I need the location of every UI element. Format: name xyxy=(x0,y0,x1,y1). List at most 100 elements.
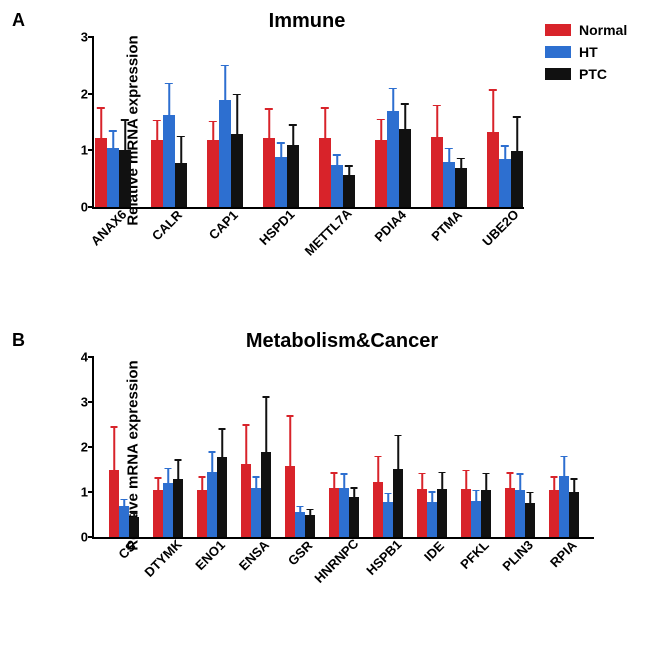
x-tick-label: HNRNPC xyxy=(311,536,361,586)
error-bar xyxy=(112,131,114,149)
error-cap xyxy=(473,490,480,492)
error-cap xyxy=(153,120,161,122)
error-cap xyxy=(439,472,446,474)
error-bar xyxy=(100,108,102,138)
legend-swatch xyxy=(545,24,571,36)
error-cap xyxy=(501,145,509,147)
error-cap xyxy=(561,456,568,458)
error-cap xyxy=(445,148,453,150)
error-bar xyxy=(353,488,355,497)
bar xyxy=(375,140,387,207)
error-bar xyxy=(343,474,345,489)
error-cap xyxy=(233,94,241,96)
error-bar xyxy=(509,473,511,488)
bar xyxy=(559,476,569,537)
error-bar xyxy=(377,456,379,482)
bar xyxy=(305,515,315,538)
bar xyxy=(331,165,343,208)
error-bar xyxy=(167,468,169,483)
x-tick-label: PFKL xyxy=(457,537,492,572)
bar xyxy=(263,138,275,207)
error-cap xyxy=(389,88,397,90)
chart-a-title: Immune xyxy=(92,10,522,33)
error-cap xyxy=(419,473,426,475)
error-bar xyxy=(465,470,467,489)
error-cap xyxy=(375,456,382,458)
bar xyxy=(119,506,129,537)
error-cap xyxy=(463,470,470,472)
error-cap xyxy=(507,472,514,474)
bar xyxy=(219,100,231,207)
error-bar xyxy=(212,121,214,139)
bar xyxy=(275,157,287,207)
legend: Normal HT PTC xyxy=(545,22,627,88)
error-cap xyxy=(289,124,297,126)
legend-swatch xyxy=(545,46,571,58)
bar xyxy=(373,482,383,537)
error-bar xyxy=(268,109,270,138)
error-cap xyxy=(377,119,385,121)
bar xyxy=(569,492,579,537)
legend-item: HT xyxy=(545,44,627,60)
x-tick-label: ENO1 xyxy=(192,537,228,573)
bar xyxy=(443,162,455,207)
x-tick-label: PDIA4 xyxy=(371,207,409,245)
error-bar xyxy=(519,474,521,491)
error-cap xyxy=(199,476,206,478)
bar xyxy=(241,464,251,537)
bar xyxy=(427,502,437,537)
x-tick-label: CALR xyxy=(149,207,185,243)
legend-item: PTC xyxy=(545,66,627,82)
error-cap xyxy=(277,142,285,144)
legend-swatch xyxy=(545,68,571,80)
bar xyxy=(175,163,187,207)
x-tick-label: DTYMK xyxy=(141,537,184,580)
error-bar xyxy=(156,120,158,140)
error-bar xyxy=(211,452,213,472)
error-cap xyxy=(121,119,129,121)
chart-a-plot: Relative mRNA expression 0123ANAX6CALRCA… xyxy=(92,37,524,209)
error-cap xyxy=(219,428,226,430)
x-tick-label: CAP1 xyxy=(206,207,241,242)
error-cap xyxy=(527,492,534,494)
bar xyxy=(431,137,443,207)
bar xyxy=(505,488,515,538)
error-cap xyxy=(265,108,273,110)
legend-label: HT xyxy=(579,44,598,60)
error-bar xyxy=(448,148,450,162)
error-bar xyxy=(492,90,494,132)
bar xyxy=(231,134,243,207)
bar xyxy=(295,512,305,537)
error-cap xyxy=(209,451,216,453)
error-bar xyxy=(573,479,575,492)
legend-label: Normal xyxy=(579,22,627,38)
bar xyxy=(525,503,535,537)
panel-a-label: A xyxy=(12,10,25,31)
error-cap xyxy=(111,426,118,428)
bar xyxy=(393,469,403,537)
error-bar xyxy=(421,473,423,489)
bar xyxy=(129,517,139,537)
error-cap xyxy=(165,83,173,85)
error-bar xyxy=(436,105,438,137)
error-cap xyxy=(517,473,524,475)
legend-label: PTC xyxy=(579,66,607,82)
bars-layer xyxy=(94,357,594,537)
bar xyxy=(387,111,399,207)
error-bar xyxy=(177,460,179,479)
error-cap xyxy=(483,473,490,475)
error-cap xyxy=(253,476,260,478)
error-bar xyxy=(265,397,267,452)
x-tick-label: GSR xyxy=(285,538,316,569)
bar xyxy=(437,489,447,537)
error-bar xyxy=(529,492,531,503)
bar xyxy=(151,140,163,207)
bar xyxy=(217,457,227,537)
error-cap xyxy=(263,396,270,398)
error-cap xyxy=(457,158,465,160)
error-bar xyxy=(553,477,555,490)
error-cap xyxy=(287,415,294,417)
error-bar xyxy=(224,65,226,100)
legend-item: Normal xyxy=(545,22,627,38)
error-bar xyxy=(168,83,170,114)
